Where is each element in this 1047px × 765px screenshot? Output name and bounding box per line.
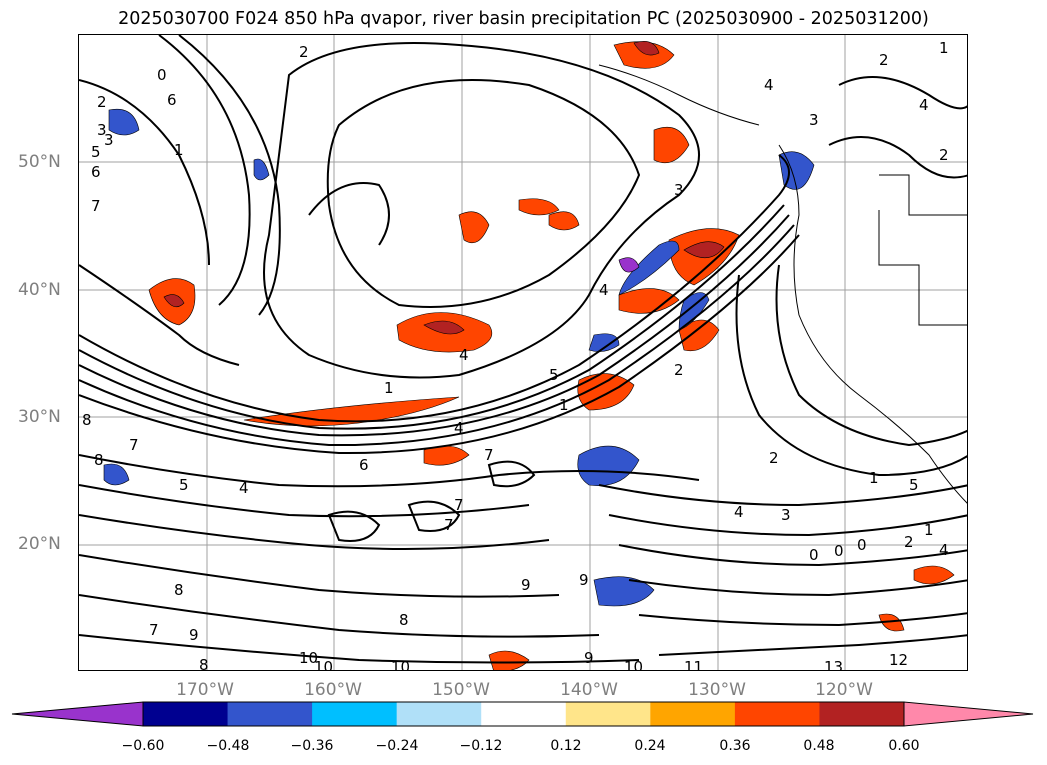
contour-label-56: 0 — [834, 542, 844, 560]
contour-label-53: 4 — [454, 419, 464, 437]
contour-label-55: 0 — [809, 546, 819, 564]
contour-label-16: 7 — [129, 436, 139, 454]
lon-label-120w: 120°W — [815, 680, 873, 700]
contour-label-6: 8 — [82, 411, 92, 429]
colorbar — [11, 701, 1034, 727]
contour-labels: 2 3 5 6 7 8 0 1 2 3 4 1 3 2 4 7 8 6 7 5 … — [82, 39, 949, 671]
contour-label-25: 9 — [521, 576, 531, 594]
colorbar-tick-3: −0.36 — [290, 738, 334, 754]
colorbar-segment — [650, 702, 736, 726]
contour-label-13: 3 — [104, 131, 114, 149]
lat-label-40n: 40°N — [18, 280, 61, 300]
lon-label-170w: 170°W — [176, 680, 234, 700]
contour-label-32: 9 — [584, 649, 594, 667]
contour-label-22: 7 — [444, 516, 454, 534]
contour-label-50: 1 — [939, 39, 949, 57]
contour-label-27: 10 — [391, 658, 410, 671]
contour-label-14: 2 — [674, 361, 684, 379]
colorbar-tick-8: 0.36 — [719, 738, 751, 754]
colorbar-segment — [565, 702, 651, 726]
contour-label-48: 2 — [879, 51, 889, 69]
contour-label-23: 8 — [399, 611, 409, 629]
colorbar-tick-5: −0.12 — [459, 738, 503, 754]
colorbar-segment — [227, 702, 313, 726]
lon-label-130w: 130°W — [688, 680, 746, 700]
colorbar-tick-9: 0.48 — [803, 738, 835, 754]
contour-label-21: 4 — [239, 479, 249, 497]
lat-label-20n: 20°N — [18, 534, 61, 554]
lat-label-30n: 30°N — [18, 407, 61, 427]
contour-label-8: 1 — [174, 141, 184, 159]
contour-label-29: 7 — [149, 621, 159, 639]
contour-label-40: 2 — [769, 449, 779, 467]
colorbar-tick-7: 0.24 — [634, 738, 666, 754]
contour-label-47: 3 — [809, 111, 819, 129]
contour-label-20: 5 — [179, 476, 189, 494]
contour-label-44: 9 — [579, 571, 589, 589]
coastlines — [598, 64, 967, 504]
colorbar-right-extend — [903, 701, 1034, 727]
lon-label-160w: 160°W — [304, 680, 362, 700]
contour-label-42: 4 — [734, 503, 744, 521]
contour-label-58: 2 — [904, 533, 914, 551]
contour-label-19: 7 — [454, 496, 464, 514]
contour-label-33: 10 — [314, 658, 333, 671]
colorbar-segment — [734, 702, 820, 726]
map-plot: 2 3 5 6 7 8 0 1 2 3 4 1 3 2 4 7 8 6 7 5 … — [79, 35, 967, 671]
qvapor-contours — [79, 35, 967, 664]
colorbar-segment — [819, 702, 905, 726]
precip-blobs — [103, 41, 955, 670]
contour-label-15: 4 — [599, 281, 609, 299]
contour-label-39: 1 — [924, 521, 934, 539]
colorbar-tick-1: −0.60 — [121, 738, 165, 754]
contour-label-49: 4 — [919, 96, 929, 114]
contour-label-51: 5 — [549, 366, 559, 384]
contour-label-11: 4 — [459, 346, 469, 364]
contour-label-35: 12 — [889, 651, 908, 669]
lon-label-150w: 150°W — [432, 680, 490, 700]
contour-label-26: 10 — [299, 649, 318, 667]
contour-label-9: 2 — [299, 43, 309, 61]
colorbar-segment — [143, 702, 229, 726]
contour-label-24: 8 — [199, 656, 209, 671]
colorbar-tick-10: 0.60 — [888, 738, 920, 754]
contour-label-12: 1 — [384, 379, 394, 397]
colorbar-tick-6: 0.12 — [550, 738, 582, 754]
colorbar-segment — [312, 702, 398, 726]
contour-label-43: 5 — [909, 476, 919, 494]
contour-label-4: 6 — [91, 163, 101, 181]
chart-title: 2025030700 F024 850 hPa qvapor, river ba… — [118, 9, 929, 29]
contour-label-31: 9 — [189, 626, 199, 644]
contour-label-59: 6 — [167, 91, 177, 109]
contour-label-18: 6 — [359, 456, 369, 474]
contour-label-52: 1 — [559, 396, 569, 414]
contour-label-34: 11 — [684, 658, 703, 671]
colorbar-left-extend — [11, 701, 144, 727]
contour-label-54: 7 — [484, 446, 494, 464]
colorbar-segment — [481, 702, 567, 726]
contour-label-41: 3 — [781, 506, 791, 524]
contour-label-38: 1 — [869, 469, 879, 487]
colorbar-outline — [142, 701, 905, 727]
contour-label-7: 0 — [157, 66, 167, 84]
contour-label-17: 8 — [94, 451, 104, 469]
map-panel: 2 3 5 6 7 8 0 1 2 3 4 1 3 2 4 7 8 6 7 5 … — [78, 34, 968, 671]
lat-label-50n: 50°N — [18, 152, 61, 172]
lon-label-140w: 140°W — [560, 680, 618, 700]
contour-label-28: 10 — [624, 658, 643, 671]
colorbar-segment — [396, 702, 482, 726]
colorbar-tick-4: −0.24 — [375, 738, 419, 754]
contour-label-36: 13 — [824, 658, 843, 671]
contour-label-57: 0 — [857, 536, 867, 554]
contour-label-1: 2 — [97, 93, 107, 111]
contour-label-46: 4 — [764, 76, 774, 94]
contour-label-37: 4 — [939, 541, 949, 559]
contour-label-3: 5 — [91, 143, 101, 161]
contour-label-45: 2 — [939, 146, 949, 164]
contour-label-2: 3 — [97, 121, 107, 139]
contour-label-10: 3 — [674, 181, 684, 199]
contour-label-30: 8 — [174, 581, 184, 599]
colorbar-tick-2: −0.48 — [206, 738, 250, 754]
contour-label-5: 7 — [91, 197, 101, 215]
